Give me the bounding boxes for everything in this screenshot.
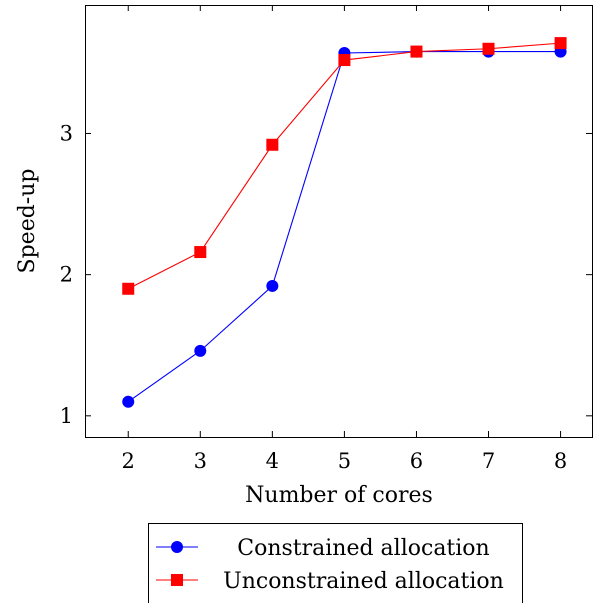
x-tick-label: 8 xyxy=(554,449,567,473)
x-tick-label: 5 xyxy=(338,449,351,473)
legend-entry: Constrained allocation xyxy=(156,536,490,561)
data-point xyxy=(194,246,207,259)
legend-marker xyxy=(171,574,183,586)
x-tick-label: 6 xyxy=(410,449,423,473)
series-2 xyxy=(122,37,567,295)
x-axis-title: Number of cores xyxy=(245,483,433,508)
x-tick-label: 3 xyxy=(194,449,207,473)
series-layer xyxy=(122,37,567,408)
data-point xyxy=(122,395,135,408)
data-point xyxy=(554,37,567,50)
legend-label: Unconstrained allocation xyxy=(223,569,504,594)
series-1 xyxy=(122,45,567,408)
series-line xyxy=(127,51,561,403)
legend-box xyxy=(148,523,523,603)
legend-entry: Unconstrained allocation xyxy=(156,569,504,594)
series-line xyxy=(127,42,561,290)
x-tick-label: 4 xyxy=(266,449,279,473)
legend-label: Constrained allocation xyxy=(237,536,489,561)
x-tick-label: 7 xyxy=(482,449,495,473)
axis-ticks: 2 3 4 5 6 7 8 1 2 3 xyxy=(60,5,592,473)
legend: Constrained allocation Unconstrained allo… xyxy=(148,523,523,603)
data-point xyxy=(338,54,351,67)
x-tick-label: 2 xyxy=(122,449,135,473)
data-point xyxy=(194,344,207,357)
legend-marker xyxy=(171,541,183,553)
data-point xyxy=(122,282,135,295)
data-point xyxy=(410,45,423,58)
y-axis-title: Speed-up xyxy=(15,169,40,274)
data-point xyxy=(482,42,495,55)
y-tick-label: 1 xyxy=(60,404,73,428)
y-tick-label: 3 xyxy=(60,121,73,145)
y-tick-label: 2 xyxy=(60,263,73,287)
data-point xyxy=(266,138,279,151)
data-point xyxy=(266,279,279,292)
